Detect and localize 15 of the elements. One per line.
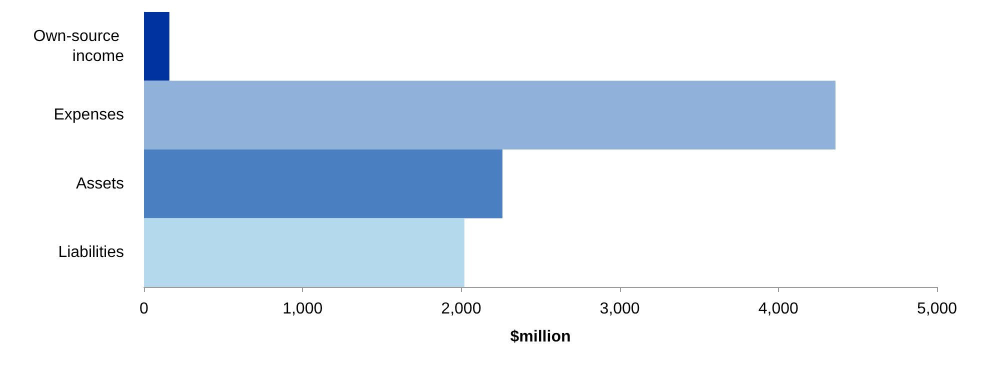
y-tick-label: Liabilities	[58, 244, 124, 262]
x-tick-label: 5,000	[916, 300, 958, 318]
y-tick-label: Own-source income	[33, 28, 124, 65]
y-tick-label: Expenses	[54, 106, 124, 124]
x-tick-label: 4,000	[758, 300, 799, 318]
bar	[144, 150, 502, 218]
x-axis-title: $million	[510, 328, 571, 346]
y-tick-label: Assets	[76, 175, 124, 192]
bar	[144, 12, 170, 81]
x-tick-label: 3,000	[600, 300, 640, 318]
x-tick-label: 0	[140, 300, 149, 318]
bar	[144, 218, 464, 287]
bar	[144, 80, 836, 150]
x-tick-label: 1,000	[282, 300, 323, 318]
x-tick-label: 2,000	[441, 300, 482, 318]
